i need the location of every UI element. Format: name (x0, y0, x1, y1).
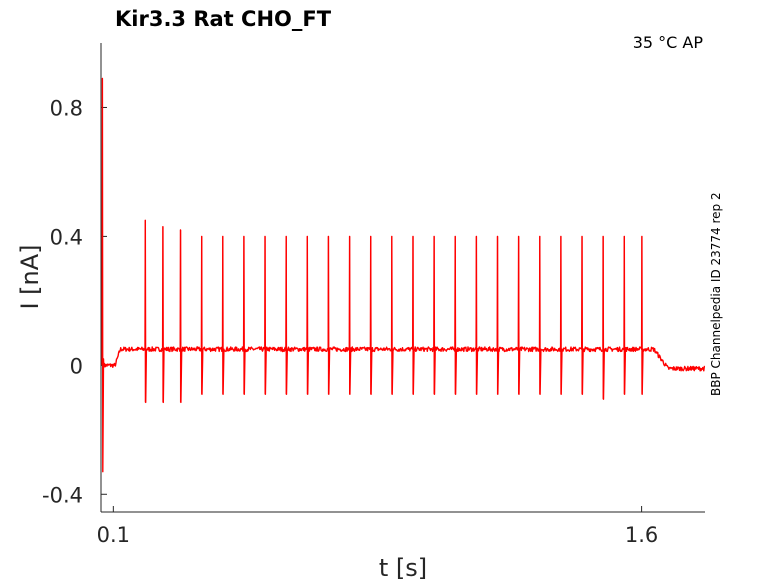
y-tick-label: 0.8 (50, 96, 83, 120)
channelpedia-id-label: BBP Channelpedia ID 23774 rep 2 (709, 192, 723, 396)
y-tick-label: -0.4 (42, 483, 83, 507)
axes (100, 43, 705, 513)
x-axis-label: t [s] (379, 554, 427, 582)
y-axis-label: I [nA] (16, 244, 44, 309)
x-tick-label: 1.6 (625, 523, 658, 547)
y-tick-label: 0.4 (50, 225, 83, 249)
y-ticks: -0.4 0 0.4 0.8 (42, 96, 107, 507)
temperature-protocol-annotation: 35 °C AP (633, 33, 704, 52)
chart-title: Kir3.3 Rat CHO_FT (115, 7, 332, 31)
x-tick-label: 0.1 (97, 523, 130, 547)
current-trace-line (101, 77, 706, 473)
y-tick-label: 0 (70, 354, 83, 378)
spike-marks (144, 220, 643, 403)
x-ticks: 0.1 1.6 (97, 506, 658, 547)
